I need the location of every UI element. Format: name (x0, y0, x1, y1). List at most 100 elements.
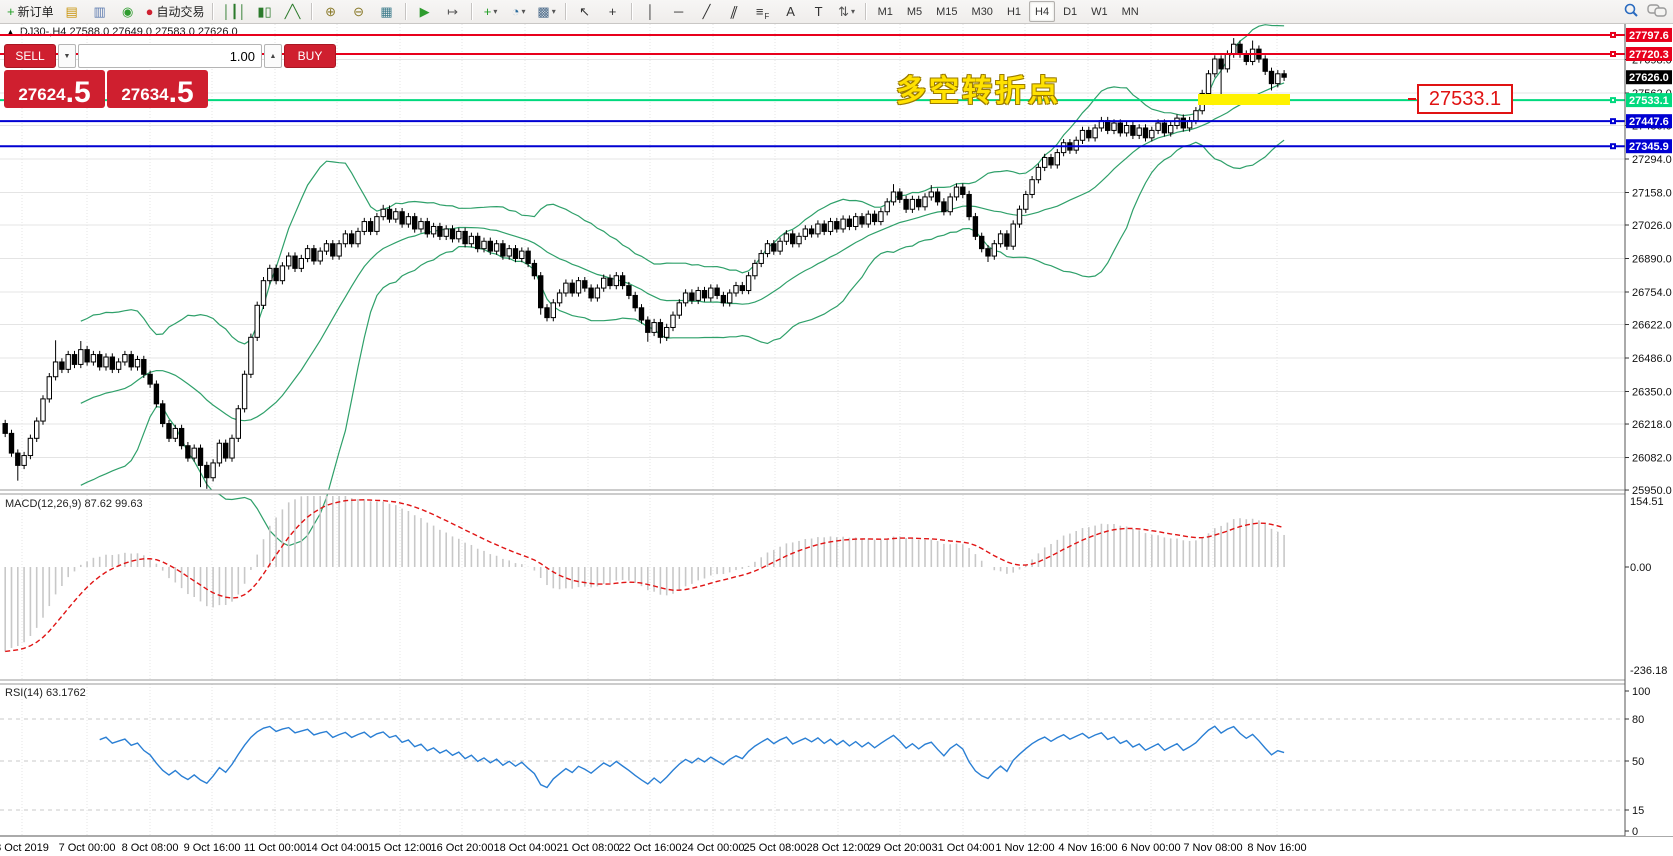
crosshair-button[interactable]: + (600, 1, 626, 22)
svg-text:26218.0: 26218.0 (1632, 419, 1672, 431)
timeframe-w1-button[interactable]: W1 (1091, 5, 1108, 18)
arrows-button[interactable]: ⇅ ▾ (834, 1, 860, 22)
indicator-labels: MACD(12,26,9) 87.62 99.63 RSI(14) 63.1762 (5, 498, 143, 699)
svg-text:0: 0 (1632, 826, 1638, 838)
arrows-icon: ⇅ (838, 4, 849, 19)
text-icon: A (786, 4, 795, 19)
new-order-button[interactable]: + 新订单 (7, 4, 54, 19)
timeframe-h1-button[interactable]: H1 (1006, 5, 1021, 18)
one-click-trading-panel: SELL ▼ ▲ BUY 27624.5 27634.5 (4, 44, 336, 108)
toolbar-separator (212, 3, 215, 20)
svg-text:1 Nov 12:00: 1 Nov 12:00 (995, 842, 1054, 854)
volume-input[interactable] (78, 44, 262, 68)
fibonacci-button[interactable]: ≡ F (755, 4, 770, 21)
channel-button[interactable]: ∥ (722, 1, 748, 22)
svg-text:154.51: 154.51 (1630, 496, 1664, 508)
buy-price-block[interactable]: 27634.5 (107, 70, 208, 108)
price-chart-canvas[interactable]: 27698.027562.027430.027294.027158.027026… (0, 24, 1673, 856)
svg-text:15: 15 (1632, 805, 1644, 817)
candlestick-chart-button[interactable]: ▮▯ (252, 1, 278, 22)
sell-button[interactable]: SELL (4, 44, 56, 68)
market-watch-icon: ▤ (65, 4, 78, 19)
bollinger-middle (80, 82, 1285, 422)
zoom-in-button[interactable]: ⊕ (318, 1, 344, 22)
cursor-button[interactable]: ↖ (572, 1, 598, 22)
timeframe-d1-button[interactable]: D1 (1063, 5, 1078, 18)
bollinger-upper (80, 24, 1285, 345)
svg-text:-236.18: -236.18 (1630, 665, 1667, 677)
turning-point-annotation[interactable]: 多空转折点 (896, 75, 1061, 108)
svg-text:3 Oct 2019: 3 Oct 2019 (0, 842, 49, 854)
timeframe-mn-button[interactable]: MN (1121, 5, 1139, 18)
svg-text:16 Oct 20:00: 16 Oct 20:00 (431, 842, 494, 854)
buy-price-pips: .5 (168, 76, 194, 109)
svg-text:26622.0: 26622.0 (1632, 320, 1672, 332)
zoom-out-button[interactable]: ⊖ (346, 1, 372, 22)
svg-text:21 Oct 08:00: 21 Oct 08:00 (557, 842, 620, 854)
svg-text:50: 50 (1632, 756, 1644, 768)
toolbar: + 新订单 ▤ ▥ ◉ ● 自动交易 │┃│ ▮▯ ╱╲ ⊕ ⊖ ▦ ▶ ↦ + ▾ ◔ ▾ ▩ ▾ ↖ + │ ─ ╱ ∥ ≡ F A T… (0, 0, 1673, 24)
horizontal-line-button[interactable]: ─ (666, 1, 692, 22)
timeframe-m5-button[interactable]: M5 (906, 5, 923, 18)
vertical-line-icon: │ (646, 4, 655, 19)
macd-label: MACD(12,26,9) 87.62 99.63 (5, 498, 143, 510)
timeframe-m30-button[interactable]: M30 (971, 5, 993, 18)
price-tag-tick (1408, 98, 1416, 100)
sell-price-block[interactable]: 27624.5 (4, 70, 105, 108)
svg-text:27533.1: 27533.1 (1629, 95, 1669, 107)
line-chart-icon: ╱╲ (284, 4, 301, 19)
template-chart-icon: ▩ (537, 4, 550, 19)
auto-scroll-button[interactable]: ▶ (412, 1, 438, 22)
svg-text:26754.0: 26754.0 (1632, 287, 1672, 299)
toolbar-separator (310, 3, 313, 20)
timeframe-m15-button[interactable]: M15 (936, 5, 958, 18)
periods-button[interactable]: ◔ ▾ (506, 1, 532, 22)
line-chart-button[interactable]: ╱╲ (280, 1, 306, 22)
trendline-button[interactable]: ╱ (694, 1, 720, 22)
svg-text:28 Oct 12:00: 28 Oct 12:00 (807, 842, 870, 854)
tile-windows-icon: ▦ (380, 4, 393, 19)
bollinger-bands (80, 24, 1285, 547)
trendline-icon: ╱ (702, 4, 711, 19)
chat-icon[interactable] (1647, 2, 1667, 19)
svg-text:0.00: 0.00 (1630, 562, 1651, 574)
svg-text:27797.6: 27797.6 (1629, 30, 1669, 42)
chevron-down-icon: ▾ (851, 6, 856, 16)
indicators-button[interactable]: + ▾ (478, 1, 504, 22)
text-label-button[interactable]: T (806, 1, 832, 22)
timeframe-h4-button[interactable]: H4 (1029, 1, 1056, 22)
timeframe-m1-button[interactable]: M1 (877, 5, 893, 18)
chart-shift-button[interactable]: ↦ (440, 1, 466, 22)
buy-button[interactable]: BUY (284, 44, 336, 68)
svg-text:27626.0: 27626.0 (1629, 72, 1669, 84)
toolbar-right (1623, 2, 1667, 19)
navigator-button[interactable]: ▥ (87, 1, 113, 22)
crosshair-icon: + (608, 4, 617, 19)
text-button[interactable]: A (778, 1, 804, 22)
svg-text:11 Oct 00:00: 11 Oct 00:00 (244, 842, 306, 854)
autotrading-button[interactable]: ● 自动交易 (145, 4, 205, 19)
search-icon[interactable] (1623, 2, 1639, 19)
price-tag-box[interactable]: 27533.1 (1417, 84, 1513, 114)
toolbar-separator (564, 3, 567, 20)
tile-windows-button[interactable]: ▦ (374, 1, 400, 22)
svg-text:26890.0: 26890.0 (1632, 254, 1672, 266)
svg-text:31 Oct 04:00: 31 Oct 04:00 (932, 842, 995, 854)
svg-text:24 Oct 00:00: 24 Oct 00:00 (682, 842, 745, 854)
volume-increase-button[interactable]: ▲ (264, 44, 282, 68)
templates-button[interactable]: ▩ ▾ (534, 1, 560, 22)
chart-area: ▲ DJ30-,H4 27588.0 27649.0 27583.0 27626… (0, 24, 1673, 856)
terminal-button[interactable]: ◉ (115, 1, 141, 22)
toolbar-separator (470, 3, 473, 20)
svg-text:27447.6: 27447.6 (1629, 116, 1669, 128)
market-watch-button[interactable]: ▤ (59, 1, 85, 22)
highlight-rectangle[interactable] (1198, 94, 1290, 105)
svg-text:27720.3: 27720.3 (1629, 49, 1669, 61)
volume-decrease-button[interactable]: ▼ (58, 44, 76, 68)
bar-chart-button[interactable]: │┃│ (219, 1, 249, 22)
svg-text:15 Oct 12:00: 15 Oct 12:00 (369, 842, 432, 854)
panel-collapse-icon[interactable]: ▲ (6, 27, 15, 37)
zoom-out-icon: ⊖ (353, 4, 365, 19)
svg-text:26082.0: 26082.0 (1632, 453, 1672, 465)
vertical-line-button[interactable]: │ (638, 1, 664, 22)
